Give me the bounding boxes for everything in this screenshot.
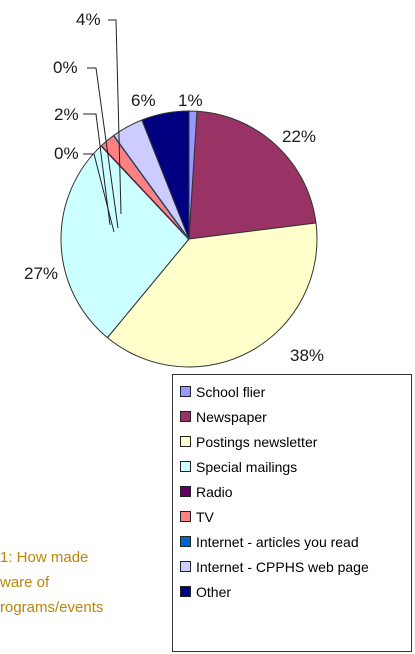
- legend-item-internet-cpphs-web-page: Internet - CPPHS web page: [180, 554, 411, 579]
- legend-item-special-mailings: Special mailings: [180, 454, 411, 479]
- legend-item-school-flier: School flier: [180, 379, 411, 404]
- pie-slice-newspaper: [188, 110, 317, 240]
- data-label-radio: 0%: [53, 58, 78, 77]
- legend-label-special-mailings: Special mailings: [196, 458, 298, 475]
- legend-swatch-internet-cpphs-web-page: [180, 561, 191, 572]
- legend-swatch-other: [180, 586, 191, 597]
- pie-chart: 1% 22% 38% 27% 0% 2% 0% 4% 6%: [24, 10, 324, 368]
- legend-swatch-radio: [180, 486, 191, 497]
- caption-line-1: 1: How made: [0, 549, 89, 566]
- legend-label-newspaper: Newspaper: [196, 408, 267, 425]
- pie-slice-postings-newsletter: [106, 222, 318, 368]
- data-label-tv: 2%: [54, 105, 79, 124]
- legend-item-newspaper: Newspaper: [180, 404, 411, 429]
- legend-item-radio: Radio: [180, 479, 411, 504]
- data-label-other: 6%: [131, 91, 156, 110]
- caption-line-3: rograms/events: [0, 599, 104, 616]
- legend-label-internet-cpphs-web-page: Internet - CPPHS web page: [196, 558, 369, 575]
- legend-swatch-newspaper: [180, 411, 191, 422]
- legend-swatch-tv: [180, 511, 191, 522]
- legend-item-tv: TV: [180, 504, 411, 529]
- legend-label-other: Other: [196, 583, 232, 600]
- leader-line-tv: [83, 113, 111, 226]
- data-label-special-mailings: 27%: [24, 264, 58, 283]
- caption-line-2: ware of: [0, 574, 50, 591]
- slide-caption: 1: How made ware of rograms/events: [0, 545, 170, 620]
- data-label-internet-articles-you-read: 0%: [54, 144, 79, 163]
- legend-swatch-postings-newsletter: [180, 436, 191, 447]
- legend-label-postings-newsletter: Postings newsletter: [196, 433, 318, 450]
- pie-slice-other: [141, 110, 190, 240]
- legend-item-internet-articles-you-read: Internet - articles you read: [180, 529, 411, 554]
- legend-swatch-special-mailings: [180, 461, 191, 472]
- chart-legend: School flier Newspaper Postings newsletter…: [172, 374, 412, 652]
- legend-item-postings-newsletter: Postings newsletter: [180, 429, 411, 454]
- leader-line-radio: [87, 67, 119, 229]
- leader-line-internet-articles-you-read: [83, 153, 115, 233]
- legend-label-radio: Radio: [196, 483, 233, 500]
- legend-item-other: Other: [180, 579, 411, 604]
- legend-label-tv: TV: [196, 508, 214, 525]
- legend-swatch-internet-articles-you-read: [180, 536, 191, 547]
- legend-label-internet-articles-you-read: Internet - articles you read: [196, 533, 359, 550]
- legend-swatch-school-flier: [180, 386, 191, 397]
- legend-label-school-flier: School flier: [196, 383, 266, 400]
- data-label-postings-newsletter: 38%: [290, 346, 324, 365]
- data-label-newspaper: 22%: [282, 127, 316, 146]
- leader-line-internet-cpphs-web-page: [108, 19, 122, 215]
- data-label-school-flier: 1%: [178, 91, 203, 110]
- pie-slice-special-mailings: [60, 144, 190, 339]
- data-label-internet-cpphs-web-page: 4%: [76, 10, 101, 29]
